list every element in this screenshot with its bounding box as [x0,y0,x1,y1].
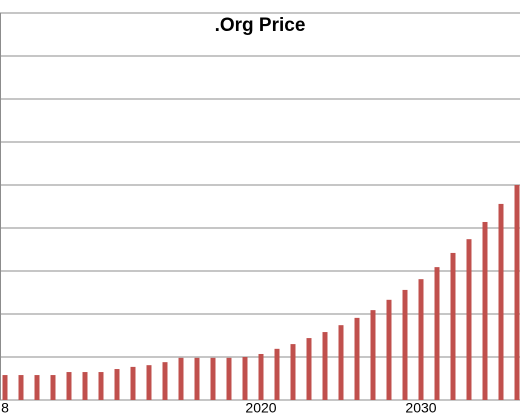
chart-title: .Org Price [215,15,306,36]
bar [98,372,104,400]
bar [34,375,40,400]
bar [114,369,120,400]
x-tick-label: 2020 [245,400,276,416]
bar [434,267,440,400]
bar [2,375,8,400]
bar [194,357,200,400]
bar [130,366,136,400]
bar [322,332,328,400]
bar [402,289,408,400]
bar [354,317,360,400]
bar [82,372,88,400]
bar [50,375,56,400]
bar [146,365,152,400]
bar [482,221,488,400]
bar [450,252,456,400]
x-tick-label: 8 [1,400,9,416]
bar [178,357,184,400]
bar [370,310,376,400]
bar [338,325,344,400]
bar [274,348,280,400]
bar [386,299,392,400]
bar [514,185,520,400]
bar [226,357,232,400]
bar [18,375,24,400]
bar [258,353,264,400]
bar [242,357,248,400]
bar [66,372,72,400]
bar [466,239,472,400]
bar [306,338,312,400]
bar [290,344,296,400]
bar [210,357,216,400]
bar [162,362,168,400]
bar [418,279,424,400]
x-tick-label: 2030 [405,400,436,416]
bar [498,203,504,400]
